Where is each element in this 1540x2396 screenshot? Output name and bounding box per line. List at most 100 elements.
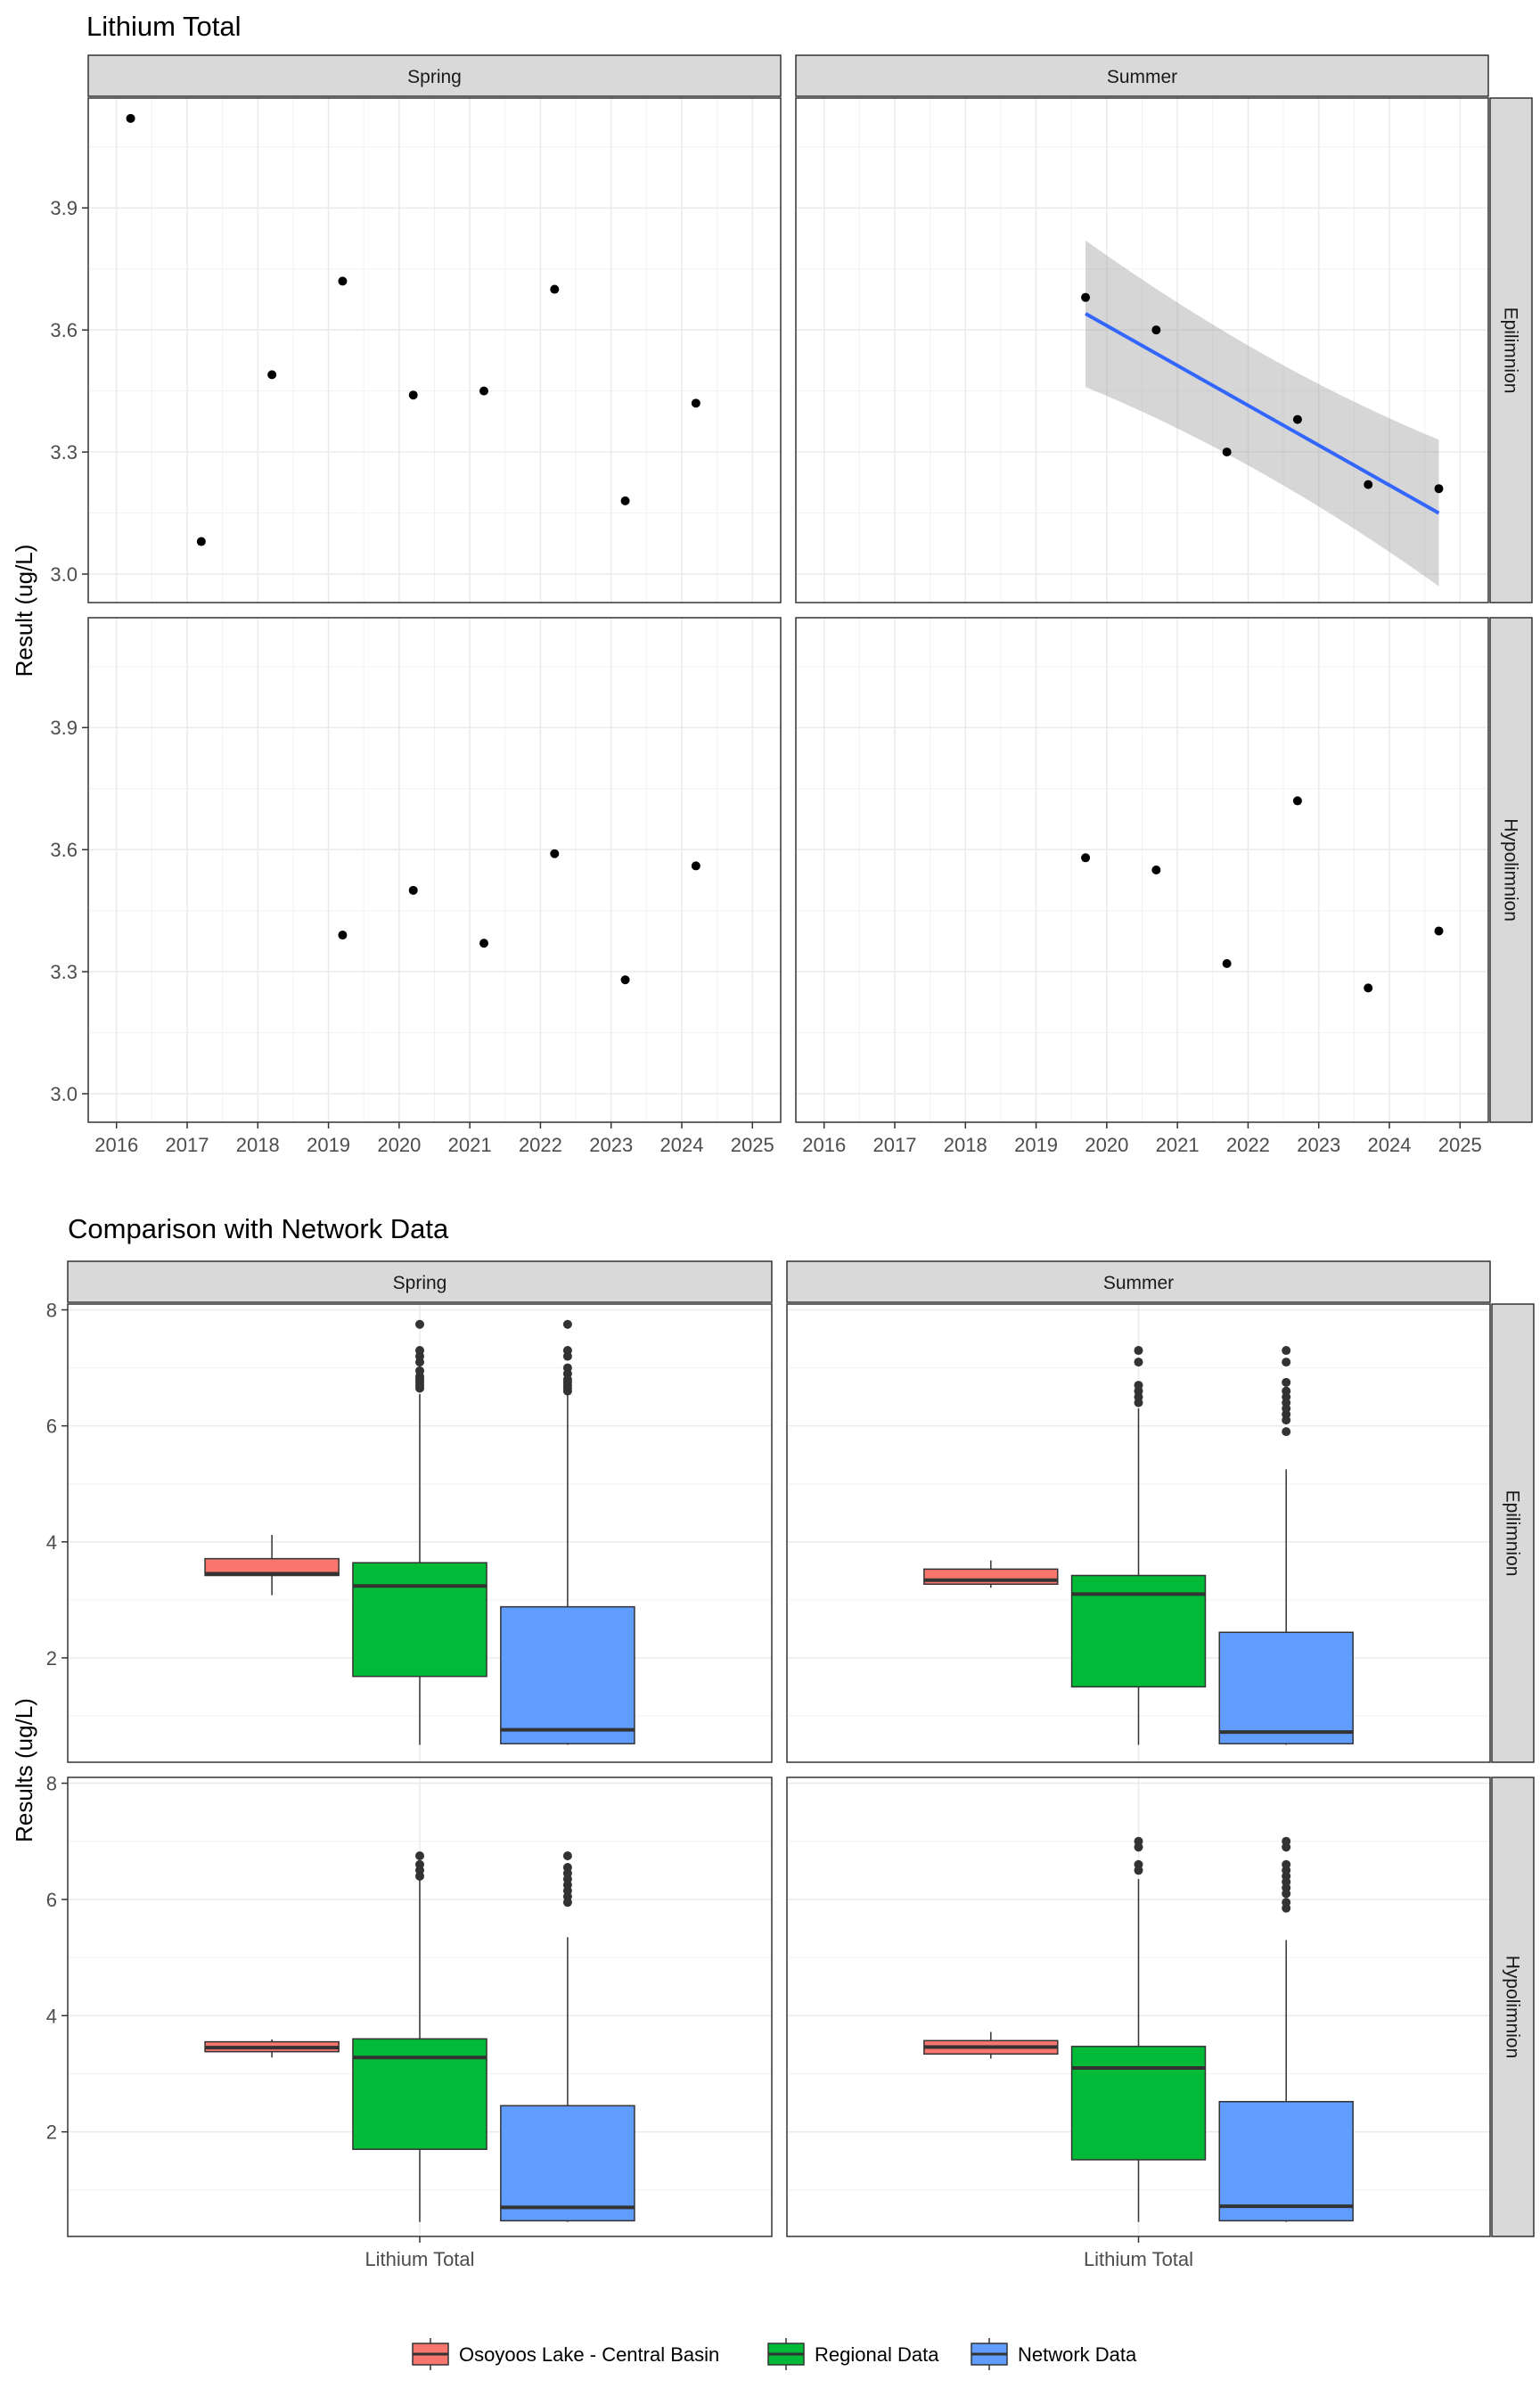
data-point [408, 390, 418, 400]
chart2-strip-hypolimnion [1491, 1776, 1535, 2237]
x-tick-label: 2021 [448, 1134, 492, 1156]
box-network-data [500, 1851, 635, 2222]
box-regional-data [352, 1319, 487, 1745]
data-point [1151, 866, 1161, 874]
box-outlier [1282, 1859, 1291, 1869]
box-osoyoos-lake-central-basin [204, 2039, 340, 2058]
box-outlier [562, 1346, 572, 1356]
box-outlier [415, 1346, 424, 1356]
panel-border [786, 1303, 1491, 1763]
x-tick-label: 2018 [236, 1134, 280, 1156]
box-body [352, 2038, 487, 2150]
box-outlier [562, 1851, 572, 1861]
data-point [1364, 480, 1373, 489]
x-tick-label: 2019 [307, 1134, 350, 1156]
data-point [196, 537, 206, 546]
x-tick-label: 2024 [1368, 1134, 1412, 1156]
x-tick-label: 2017 [873, 1134, 917, 1156]
x-tick-label: 2024 [660, 1134, 704, 1156]
x-tick-label: 2016 [802, 1134, 846, 1156]
box-body [923, 1568, 1059, 1586]
y-tick-label: 2 [46, 2121, 57, 2144]
box-regional-data [1070, 1346, 1207, 1745]
data-point [1151, 325, 1161, 335]
x-tick-label: 2016 [94, 1134, 138, 1156]
chart1-strip-label: Summer [1107, 67, 1177, 87]
y-tick-label: 3.3 [50, 441, 78, 464]
x-tick-label: 2021 [1156, 1134, 1200, 1156]
data-point [1081, 292, 1091, 302]
chart1-strip-epilimnion [1489, 97, 1533, 603]
box-outlier [1134, 1346, 1143, 1356]
data-point [620, 496, 630, 505]
y-tick-label: 2 [46, 1647, 57, 1670]
box-outlier [415, 1851, 424, 1861]
x-tick-label: 2025 [731, 1134, 774, 1156]
data-point [1222, 958, 1232, 968]
x-tick-label: 2020 [1085, 1134, 1128, 1156]
box-outlier [562, 1319, 572, 1329]
x-tick-label: 2025 [1438, 1134, 1482, 1156]
data-point [691, 398, 700, 408]
chart2-panel-summer-epilimnion [786, 1303, 1491, 1763]
panel-border [795, 97, 1489, 603]
chart2-strip-label: Summer [1103, 1273, 1174, 1293]
data-point [1222, 447, 1232, 457]
box-outlier [1134, 1859, 1143, 1869]
box-regional-data [1070, 1836, 1207, 2222]
box-outlier [1282, 1898, 1291, 1908]
y-tick-label: 3.6 [50, 839, 78, 861]
y-tick-label: 3.3 [50, 961, 78, 983]
chart2-panel-spring-hypolimnion [61, 1776, 773, 2243]
panel-border [795, 617, 1489, 1123]
chart1-strip-summer [795, 54, 1489, 97]
data-point [1434, 484, 1444, 494]
data-point [338, 931, 348, 940]
chart1-strip-label: Epilimnion [1501, 308, 1521, 394]
y-tick-label: 3.0 [50, 1083, 78, 1105]
chart1-strip-label: Hypolimnion [1501, 818, 1521, 922]
box-outlier [415, 1859, 424, 1869]
chart2-strip-label: Hypolimnion [1503, 1956, 1523, 2059]
y-tick-label: 6 [46, 1415, 57, 1438]
y-tick-label: 4 [46, 1531, 57, 1554]
box-network-data [1218, 1346, 1354, 1745]
y-tick-label: 8 [46, 1773, 57, 1795]
trend-line [1085, 312, 1440, 515]
box-outlier [415, 1319, 424, 1329]
chart2-strip-label: Epilimnion [1503, 1490, 1523, 1577]
box-body [352, 1562, 487, 1678]
data-point [550, 849, 560, 858]
legend-label: Network Data [1018, 2343, 1137, 2366]
chart1-strip-label: Spring [407, 67, 462, 87]
chart2-legend [412, 2338, 1008, 2370]
chart1-strip-hypolimnion [1489, 617, 1533, 1123]
x-tick-label: 2018 [944, 1134, 987, 1156]
data-point [479, 939, 488, 948]
y-tick-label: 4 [46, 2005, 57, 2027]
legend-item [412, 2338, 449, 2370]
x-category-label: Lithium Total [1084, 2248, 1193, 2270]
box-body [1218, 2101, 1354, 2222]
chart2-strip-label: Spring [393, 1273, 447, 1293]
box-network-data [1218, 1836, 1354, 2222]
chart1-title: Lithium Total [86, 11, 241, 42]
data-point [1292, 414, 1302, 424]
x-tick-label: 2017 [166, 1134, 209, 1156]
box-osoyoos-lake-central-basin [204, 1534, 340, 1596]
data-point [1081, 853, 1091, 863]
data-point [338, 276, 348, 286]
box-outlier [1282, 1358, 1291, 1367]
box-body [1218, 1631, 1354, 1744]
box-body [1070, 2046, 1207, 2161]
data-point [1364, 983, 1373, 993]
x-tick-label: 2023 [1297, 1134, 1340, 1156]
data-point [1434, 926, 1444, 936]
y-tick-label: 3.6 [50, 319, 78, 341]
legend-label: Regional Data [815, 2343, 939, 2366]
chart2-strip-spring [67, 1260, 773, 1303]
x-tick-label: 2022 [519, 1134, 562, 1156]
y-tick-label: 3.0 [50, 563, 78, 586]
y-tick-label: 3.9 [50, 717, 78, 739]
data-point [126, 113, 135, 123]
